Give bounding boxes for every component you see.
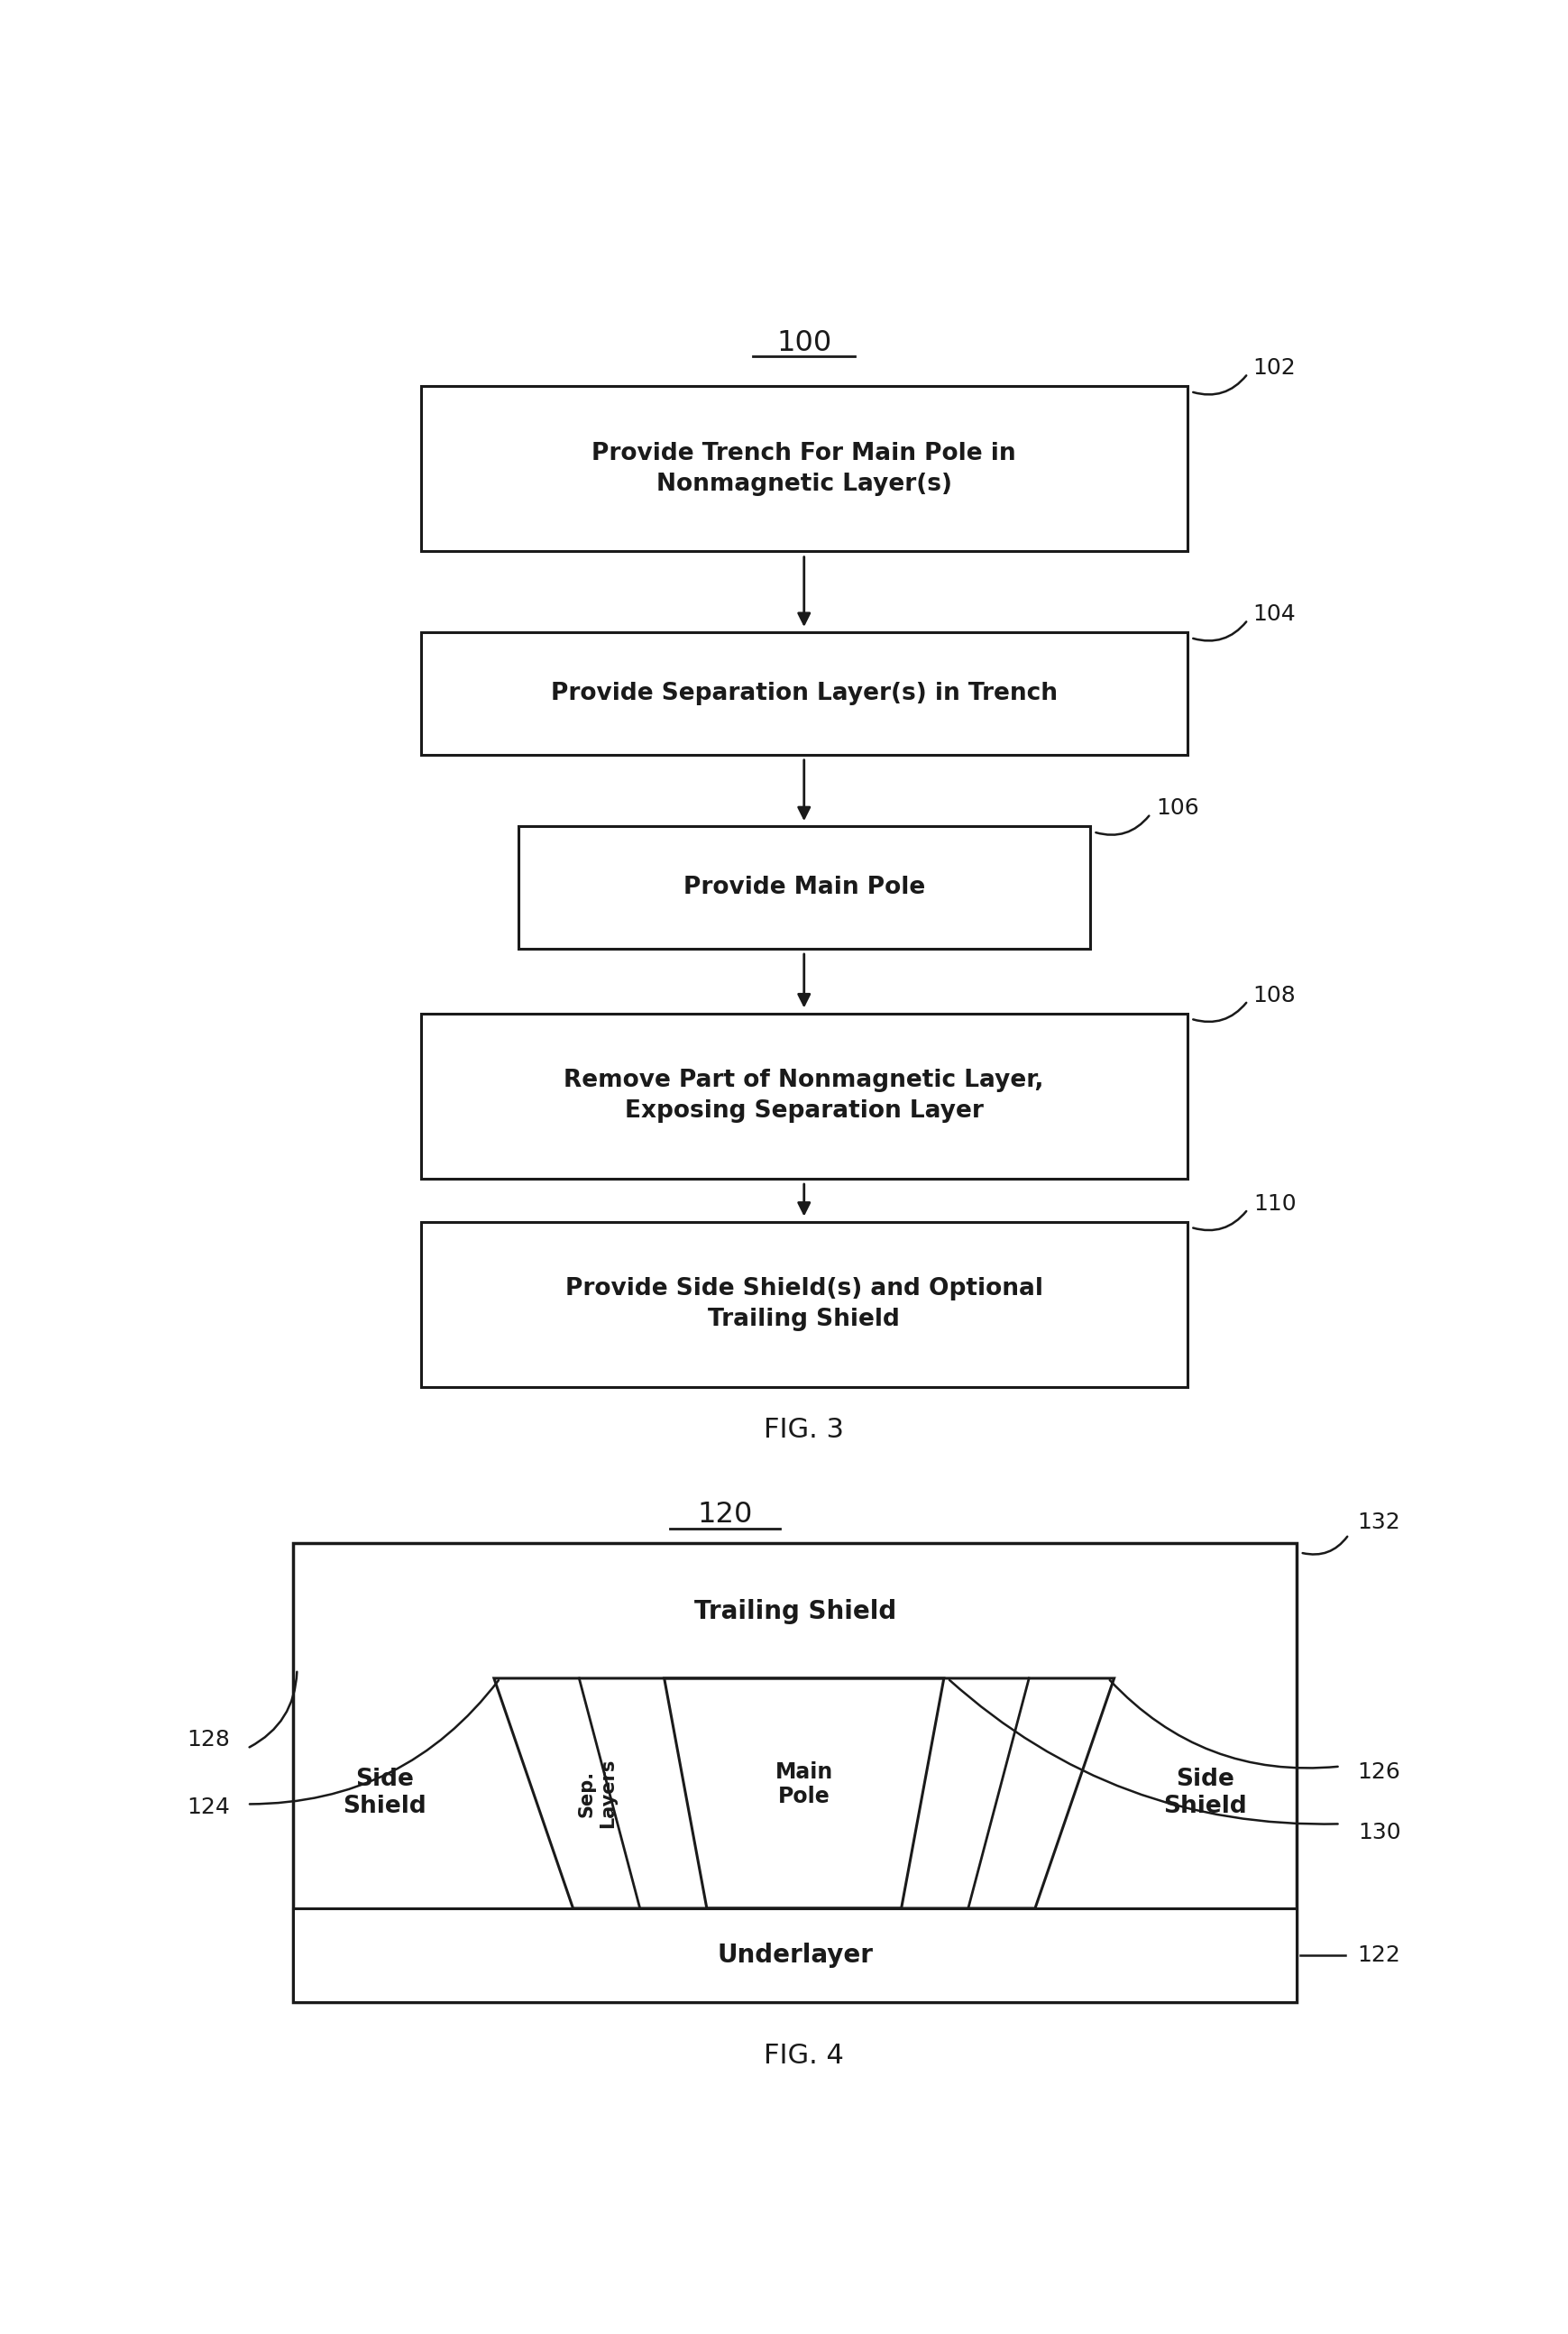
Text: 132: 132: [1356, 1510, 1400, 1533]
Text: 124: 124: [187, 1797, 230, 1818]
Text: 100: 100: [776, 329, 831, 357]
Text: Trailing Shield: Trailing Shield: [693, 1599, 895, 1624]
Text: 110: 110: [1253, 1193, 1295, 1214]
Text: 120: 120: [696, 1501, 753, 1529]
Text: Side
Shield: Side Shield: [342, 1769, 426, 1818]
Bar: [420, 633, 1187, 754]
Text: FIG. 3: FIG. 3: [764, 1417, 844, 1442]
Text: FIG. 4: FIG. 4: [764, 2042, 844, 2068]
Text: 106: 106: [1156, 798, 1198, 819]
Bar: [420, 385, 1187, 551]
Bar: [420, 1013, 1187, 1179]
Text: Underlayer: Underlayer: [717, 1942, 872, 1968]
Bar: [293, 1543, 1295, 2003]
Text: 126: 126: [1356, 1760, 1400, 1783]
Bar: [420, 1221, 1187, 1386]
Text: Main
Pole: Main Pole: [775, 1760, 833, 1807]
Text: Side
Shield: Side Shield: [1163, 1769, 1247, 1818]
Text: Remove Part of Nonmagnetic Layer,
Exposing Separation Layer: Remove Part of Nonmagnetic Layer, Exposi…: [563, 1069, 1044, 1123]
Text: Provide Main Pole: Provide Main Pole: [682, 875, 925, 899]
Bar: [293, 1909, 1295, 2003]
Text: 104: 104: [1253, 605, 1295, 626]
Text: Sep.
Layers: Sep. Layers: [577, 1758, 616, 1828]
Text: 102: 102: [1253, 357, 1295, 378]
Text: Provide Trench For Main Pole in
Nonmagnetic Layer(s): Provide Trench For Main Pole in Nonmagne…: [591, 441, 1016, 495]
Text: Provide Separation Layer(s) in Trench: Provide Separation Layer(s) in Trench: [550, 682, 1057, 705]
Text: 130: 130: [1356, 1823, 1400, 1844]
Text: 128: 128: [187, 1729, 230, 1750]
Text: 108: 108: [1253, 985, 1295, 1006]
Text: Provide Side Shield(s) and Optional
Trailing Shield: Provide Side Shield(s) and Optional Trai…: [564, 1277, 1043, 1330]
Text: 122: 122: [1356, 1944, 1400, 1965]
Bar: [517, 826, 1090, 948]
